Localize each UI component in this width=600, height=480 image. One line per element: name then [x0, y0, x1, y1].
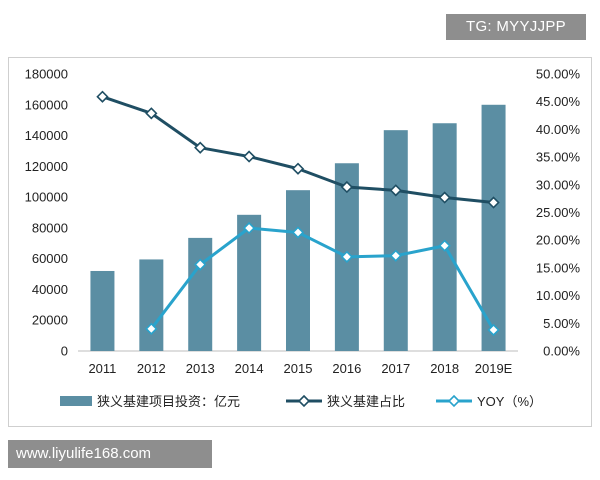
bar [481, 104, 506, 352]
legend-marker-share [297, 394, 311, 408]
yoy-point [389, 249, 402, 262]
share-point [389, 184, 402, 197]
x-axis-category-label: 2016 [332, 361, 361, 376]
right-axis-tick-label: 30.00% [536, 177, 581, 192]
left-axis-tick-label: 140000 [25, 128, 68, 143]
legend-swatch-investment [60, 396, 92, 406]
x-axis-category-label: 2017 [381, 361, 410, 376]
bar [139, 259, 164, 351]
share-point [438, 191, 451, 204]
left-axis-tick-label: 20000 [32, 313, 68, 328]
x-axis-category-label: 2011 [88, 361, 116, 376]
x-axis-category-label: 2019E [475, 361, 513, 376]
yoy-point [438, 239, 451, 252]
right-axis-tick-label: 10.00% [536, 288, 581, 303]
right-axis-tick-label: 0.00% [543, 344, 580, 359]
right-axis-tick-label: 35.00% [536, 150, 581, 165]
legend-marker-yoy [447, 394, 461, 408]
share-point [340, 180, 354, 194]
yoy-point [145, 322, 158, 335]
x-axis-category-label: 2014 [235, 361, 264, 376]
left-axis-tick-label: 100000 [25, 190, 68, 205]
line-series [96, 90, 500, 337]
share-point [96, 90, 109, 103]
right-axis-tick-label: 5.00% [543, 316, 580, 331]
watermark-bottom: www.liyulife168.com [8, 440, 212, 468]
right-axis-tick-label: 45.00% [536, 94, 581, 109]
right-axis-tick-label: 20.00% [536, 233, 581, 248]
yoy-point [487, 323, 500, 337]
legend-label-investment: 狭义基建项目投资：亿元 [97, 394, 240, 409]
bar [188, 237, 213, 351]
bar [237, 214, 262, 351]
yoy-line [150, 226, 495, 331]
legend-label-share: 狭义基建占比 [327, 394, 405, 409]
left-axis-tick-label: 0 [61, 344, 68, 359]
bar [383, 130, 408, 351]
share-point [487, 196, 500, 209]
axes: 0 20000 40000 60000 80000 100000 120000 140000 1… [25, 67, 581, 377]
share-point [145, 107, 158, 120]
legend-label-yoy: YOY（%） [477, 394, 542, 409]
right-axis-tick-label: 40.00% [536, 122, 581, 137]
yoy-point [340, 250, 354, 263]
chart-frame [8, 57, 592, 427]
x-axis-category-label: 2012 [137, 361, 166, 376]
right-axis-tick-label: 25.00% [536, 205, 581, 220]
yoy-point [291, 226, 305, 239]
yoy-point [242, 221, 256, 235]
share-point [291, 162, 305, 175]
legend: 狭义基建项目投资：亿元 狭义基建占比 YOY（%） [60, 394, 542, 409]
left-axis-tick-label: 80000 [32, 220, 68, 235]
x-axis-category-label: 2018 [430, 361, 459, 376]
left-axis-tick-label: 180000 [25, 67, 68, 82]
bar [286, 190, 310, 351]
yoy-point [194, 258, 207, 271]
left-axis-tick-label: 60000 [32, 251, 68, 266]
bar [90, 270, 115, 351]
x-axis-category-label: 2013 [186, 361, 215, 376]
share-point [194, 141, 207, 154]
share-point [242, 150, 256, 163]
bar [432, 123, 457, 351]
left-axis-tick-label: 40000 [32, 282, 68, 297]
x-axis-category-label: 2015 [284, 361, 313, 376]
right-axis-tick-label: 50.00% [536, 67, 581, 82]
left-axis-tick-label: 120000 [25, 159, 68, 174]
left-axis-tick-label: 160000 [25, 97, 68, 112]
right-axis-tick-label: 15.00% [536, 260, 581, 275]
watermark-top: TG: MYYJJPP [446, 14, 586, 40]
